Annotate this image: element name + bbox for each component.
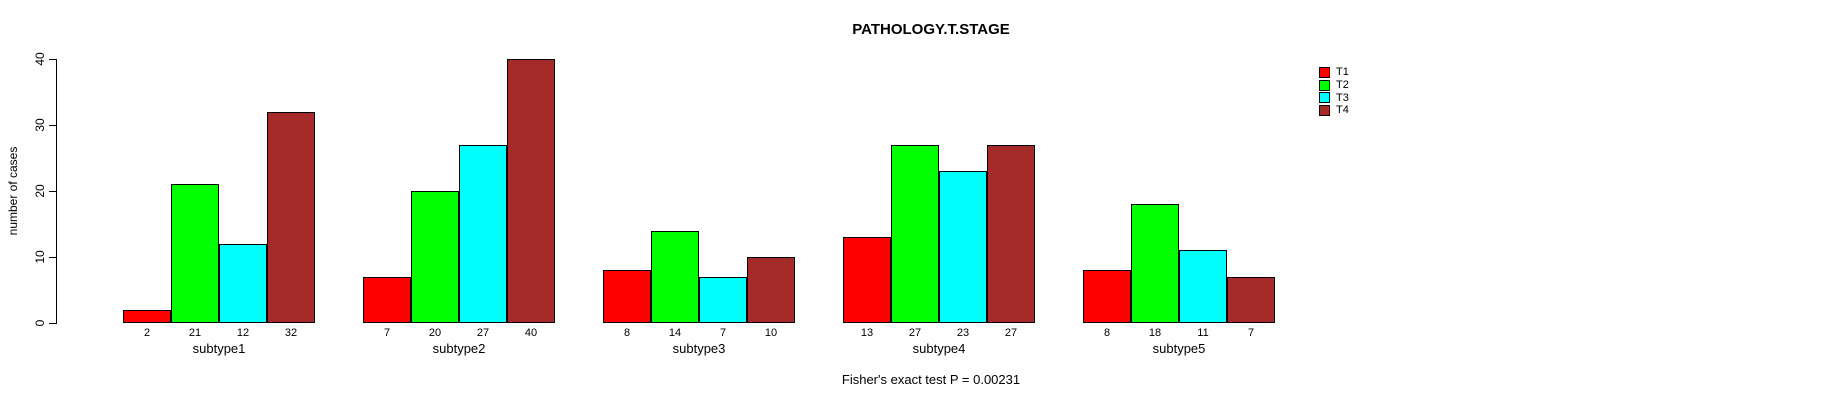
legend-swatch	[1319, 104, 1330, 116]
legend-label: T4	[1336, 104, 1349, 117]
legend-row: T4	[1319, 104, 1349, 117]
bar-value-label: 10	[764, 327, 778, 339]
chart-title: PATHOLOGY.T.STAGE	[852, 21, 1010, 38]
bar-value-label: 8	[1103, 327, 1111, 339]
bar-value-label: 32	[284, 327, 298, 339]
bar	[699, 277, 747, 323]
bar-value-label: 11	[1197, 327, 1209, 339]
bar	[651, 231, 699, 323]
legend-row: T3	[1319, 91, 1349, 104]
bar-value-label: 2	[143, 327, 151, 339]
bar	[1131, 204, 1179, 323]
bar-value-label: 8	[623, 327, 631, 339]
bar	[987, 145, 1035, 323]
bar-value-label: 27	[476, 327, 490, 339]
bar	[267, 112, 315, 323]
group-label: subtype5	[1152, 341, 1206, 356]
bar-value-label: 27	[908, 327, 922, 339]
y-tick-label: 0	[33, 319, 47, 327]
group-label: subtype1	[192, 341, 246, 356]
bar-value-label: 14	[668, 327, 682, 339]
y-tick-label: 20	[33, 184, 47, 198]
y-tick	[49, 257, 56, 258]
y-tick-label: 40	[33, 52, 47, 66]
legend-swatch	[1319, 66, 1330, 78]
bar	[843, 237, 891, 323]
bar-value-label: 18	[1148, 327, 1162, 339]
bar	[1179, 250, 1227, 323]
y-tick	[49, 323, 56, 324]
bar-value-label: 7	[719, 327, 727, 339]
bar	[411, 191, 459, 323]
bar-value-label: 40	[524, 327, 538, 339]
bar	[939, 171, 987, 323]
bar	[363, 277, 411, 323]
legend-row: T2	[1319, 79, 1349, 92]
statistical-test-annotation: Fisher's exact test P = 0.00231	[841, 372, 1021, 387]
bar	[891, 145, 939, 323]
group-label: subtype2	[432, 341, 486, 356]
legend-swatch	[1319, 92, 1330, 104]
bar	[747, 257, 795, 323]
y-tick	[49, 59, 56, 60]
y-axis-label: number of cases	[6, 146, 20, 236]
bar-value-label: 7	[1247, 327, 1255, 339]
bar-value-label: 12	[236, 327, 250, 339]
y-tick-label: 30	[33, 118, 47, 132]
legend: T1 T2 T3 T4	[1319, 66, 1349, 117]
bar-value-label: 27	[1004, 327, 1018, 339]
group-label: subtype4	[912, 341, 966, 356]
legend-label: T3	[1336, 91, 1349, 104]
legend-label: T1	[1336, 66, 1349, 79]
bar-value-label: 13	[860, 327, 874, 339]
legend-swatch	[1319, 79, 1330, 91]
bar	[459, 145, 507, 323]
bar	[171, 184, 219, 323]
y-axis-line	[56, 59, 57, 324]
y-tick	[49, 191, 56, 192]
bar	[123, 310, 171, 323]
bar-value-label: 20	[428, 327, 442, 339]
bar-value-label: 21	[188, 327, 202, 339]
legend-row: T1	[1319, 66, 1349, 79]
bar	[1227, 277, 1275, 323]
bar	[1083, 270, 1131, 323]
group-label: subtype3	[672, 341, 726, 356]
bar	[603, 270, 651, 323]
bar-value-label: 7	[383, 327, 391, 339]
y-tick-label: 10	[33, 250, 47, 264]
bar	[219, 244, 267, 323]
y-tick	[49, 125, 56, 126]
bar	[507, 59, 555, 323]
legend-label: T2	[1336, 79, 1349, 92]
bar-value-label: 23	[956, 327, 970, 339]
